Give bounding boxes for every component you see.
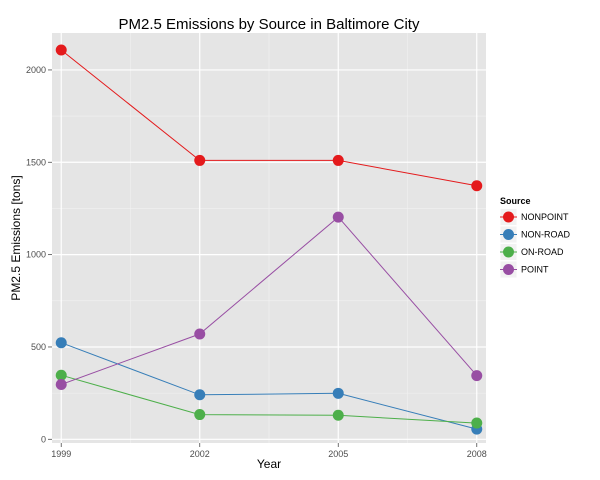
data-point-on-road [332,409,344,421]
legend: Source NONPOINT NON-ROAD ON-ROAD POINT [499,196,570,279]
data-point-on-road [55,369,67,381]
data-point-non-road [332,387,344,399]
series-line-nonpoint [60,49,477,187]
y-tick-label: 500 [31,342,46,352]
data-point-point [471,370,483,382]
legend-item-point: POINT [499,260,549,279]
chart-title: PM2.5 Emissions by Source in Baltimore C… [119,16,420,33]
data-point-nonpoint [332,154,344,166]
data-point-on-road [194,409,206,421]
series-line-point [61,216,478,385]
y-axis-title: PM2.5 Emissions [tons] [9,175,23,300]
legend-label-non-road: NON-ROAD [521,230,570,240]
legend-label-point: POINT [521,265,549,275]
legend-key-point-point [503,264,514,275]
x-axis-title: Year [257,457,281,471]
y-tick-label: 0 [41,434,46,444]
series-line-on-road [61,374,477,424]
legend-key-point-on-road [503,246,514,258]
grid-lines [52,33,486,443]
x-tick-label: 2002 [190,449,210,459]
data-point-nonpoint [471,180,483,192]
data-point-non-road [55,337,67,349]
legend-item-non-road: NON-ROAD [499,225,570,244]
y-tick-label: 1000 [26,250,46,260]
legend-key-point-nonpoint [503,211,514,223]
data-point-point [194,328,206,340]
data-point-on-road [471,417,483,429]
data-point-non-road [194,389,206,401]
y-tick-label: 2000 [26,65,46,75]
legend-label-on-road: ON-ROAD [521,247,564,257]
y-tick-label: 1500 [26,157,46,167]
series-group [55,44,483,435]
axis-ticks: 0 500 1000 1500 2000 1999 2002 2005 2008 [26,65,487,459]
data-point-point [55,378,67,390]
series-line-non-road [61,342,477,430]
legend-key-point-non-road [503,229,514,240]
legend-title: Source [500,196,531,206]
x-tick-label: 2008 [467,449,487,459]
legend-item-on-road: ON-ROAD [499,243,564,261]
data-point-nonpoint [194,154,206,166]
x-tick-label: 2005 [328,449,348,459]
data-point-point [332,211,344,223]
legend-item-nonpoint: NONPOINT [499,208,569,226]
data-point-nonpoint [55,44,67,56]
x-tick-label: 1999 [51,449,71,459]
legend-label-nonpoint: NONPOINT [521,212,569,222]
